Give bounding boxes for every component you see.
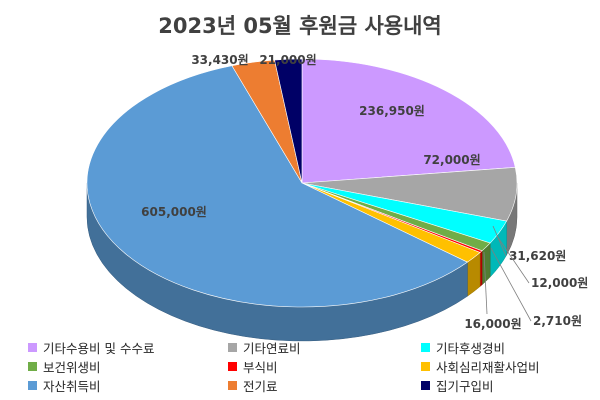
legend-label: 사회심리재활사업비	[436, 360, 540, 375]
legend-label: 자산취득비	[43, 379, 101, 394]
data-label-3: 31,620원	[509, 249, 566, 263]
legend-item-8: 전기료	[228, 376, 278, 395]
label-leader-3	[492, 225, 507, 257]
legend-swatch	[421, 381, 430, 390]
legend-swatch	[421, 362, 430, 371]
legend-item-4: 보건위생비	[28, 357, 101, 376]
legend-swatch	[228, 362, 237, 371]
legend-item-2: 기타연료비	[228, 338, 301, 357]
chart-title: 2023년 05월 후원금 사용내역	[158, 14, 442, 38]
data-label-9: 21,000원	[259, 53, 316, 67]
legend-label: 전기료	[243, 379, 278, 394]
data-label-2: 72,000원	[423, 153, 480, 167]
data-label-6: 16,000원	[464, 317, 521, 331]
legend-swatch	[28, 381, 37, 390]
pie-slice-side-5	[479, 250, 483, 288]
legend-item-5: 부식비	[228, 357, 278, 376]
data-label-4: 12,000원	[531, 276, 588, 290]
legend-label: 기타후생경비	[436, 341, 506, 356]
legend-label: 부식비	[243, 360, 278, 375]
data-label-1: 236,950원	[359, 104, 425, 118]
legend-item-7: 자산취득비	[28, 376, 101, 395]
legend-label: 보건위생비	[43, 360, 101, 375]
pie-slice-9	[274, 58, 303, 184]
label-leader-5	[490, 247, 532, 322]
legend-swatch	[28, 343, 37, 352]
data-label-5: 2,710원	[533, 314, 582, 328]
legend-label: 기타수용비 및 수수료	[43, 341, 155, 356]
legend-label: 기타연료비	[243, 341, 301, 356]
legend-item-1: 기타수용비 및 수수료	[28, 338, 154, 357]
legend-swatch	[228, 343, 237, 352]
legend-swatch	[228, 381, 237, 390]
label-leader-6	[483, 251, 488, 315]
data-label-7: 605,000원	[141, 205, 207, 219]
data-label-8: 33,430원	[191, 53, 248, 67]
legend-swatch	[28, 362, 37, 371]
legend-item-9: 집기구입비	[421, 376, 494, 395]
legend-swatch	[421, 343, 430, 352]
label-leader-4	[496, 235, 530, 284]
pie-slice-7	[86, 65, 469, 308]
pie-slice-1	[301, 58, 516, 184]
legend-item-6: 사회심리재활사업비	[421, 357, 540, 376]
legend-label: 집기구입비	[436, 379, 494, 394]
legend-item-3: 기타후생경비	[421, 338, 505, 357]
